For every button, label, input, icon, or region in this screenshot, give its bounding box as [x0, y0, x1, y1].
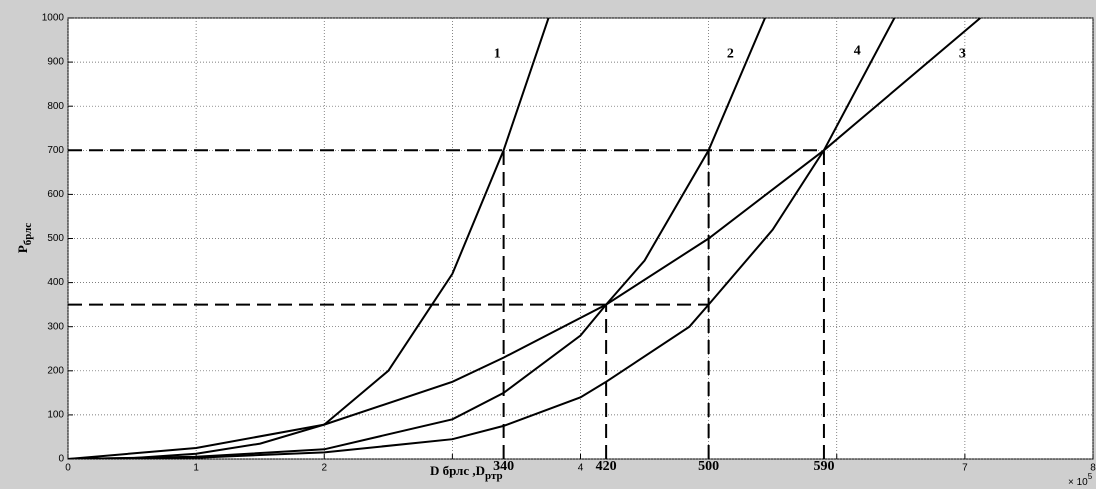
y-label-part: P	[15, 245, 30, 253]
y-tick-label: 500	[47, 233, 64, 244]
curve	[68, 18, 896, 459]
x-label-part: брлс ,D	[439, 463, 485, 478]
curve-label: 1	[494, 46, 501, 61]
y-label-part: брлс	[22, 223, 34, 246]
x-label-part: ртр	[485, 470, 503, 482]
plot-area	[67, 17, 1094, 460]
x-label-part: D	[430, 463, 439, 478]
y-tick-label: 900	[47, 57, 64, 68]
y-tick-label: 700	[47, 145, 64, 156]
y-tick-label: 400	[47, 277, 64, 288]
reference-label: 420	[596, 459, 617, 474]
reference-label: 500	[698, 459, 719, 474]
x-exponent: × 105	[1068, 472, 1093, 488]
y-tick-label: 1000	[42, 13, 65, 24]
reference-label: 340	[493, 459, 514, 474]
y-tick-label: 100	[47, 410, 64, 421]
curve-label: 2	[727, 46, 734, 61]
y-tick-label: 600	[47, 189, 64, 200]
x-tick-label: 7	[962, 463, 968, 474]
x-tick-label: 2	[321, 463, 327, 474]
x-tick-label: 1	[193, 463, 199, 474]
curve-label: 4	[854, 43, 861, 58]
y-tick-label: 300	[47, 321, 64, 332]
y-tick-label: 0	[58, 454, 64, 465]
y-axis-label: Pбрлс	[15, 223, 34, 253]
x-axis-label: D брлс ,Dртр	[430, 463, 503, 482]
curve-label: 3	[959, 46, 966, 61]
x-tick-label: 8	[1090, 463, 1096, 474]
exponent-power: 5	[1088, 472, 1093, 481]
reference-label: 590	[813, 459, 834, 474]
x-tick-label: 0	[65, 463, 71, 474]
exponent-base: × 10	[1068, 477, 1088, 488]
y-tick-label: 200	[47, 365, 64, 376]
y-tick-label: 800	[47, 101, 64, 112]
curve	[68, 18, 981, 459]
x-tick-label: 4	[578, 463, 584, 474]
curve	[68, 18, 766, 459]
